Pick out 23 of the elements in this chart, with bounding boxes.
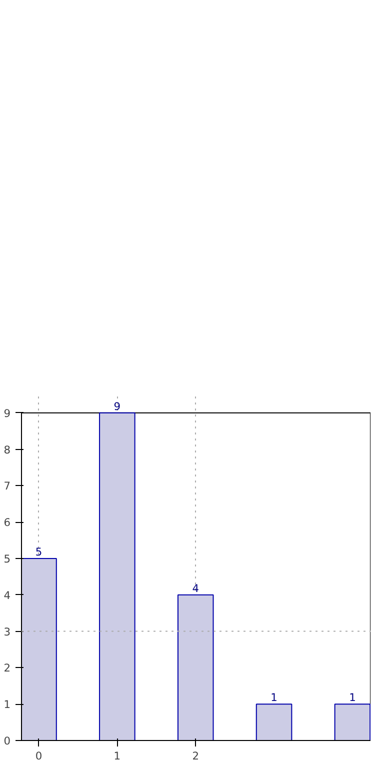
data-label: 1	[270, 691, 278, 704]
bar	[334, 704, 370, 740]
data-label: 4	[192, 582, 200, 595]
y-tick-label: 4	[4, 588, 11, 602]
data-label: 9	[114, 400, 121, 413]
y-tick-label: 0	[4, 734, 11, 748]
data-label: 5	[35, 545, 42, 558]
y-tick-label: 8	[4, 443, 11, 456]
y-tick-label: 3	[4, 625, 10, 638]
x-tick-label: 0	[35, 750, 42, 762]
data-label: 1	[349, 691, 356, 704]
x-tick-label: 1	[114, 750, 121, 762]
bar	[99, 412, 136, 740]
y-tick-label: 9	[4, 406, 11, 420]
y-tick-label: 2	[4, 662, 10, 675]
y-tick-label: 7	[4, 480, 10, 493]
bar	[22, 558, 57, 740]
y-tick-label: 1	[4, 698, 10, 712]
bar	[177, 594, 214, 740]
x-tick-label: 2	[192, 750, 199, 762]
y-tick-label: 5	[4, 552, 10, 566]
bar	[256, 704, 292, 740]
y-tick-label: 6	[4, 516, 11, 530]
